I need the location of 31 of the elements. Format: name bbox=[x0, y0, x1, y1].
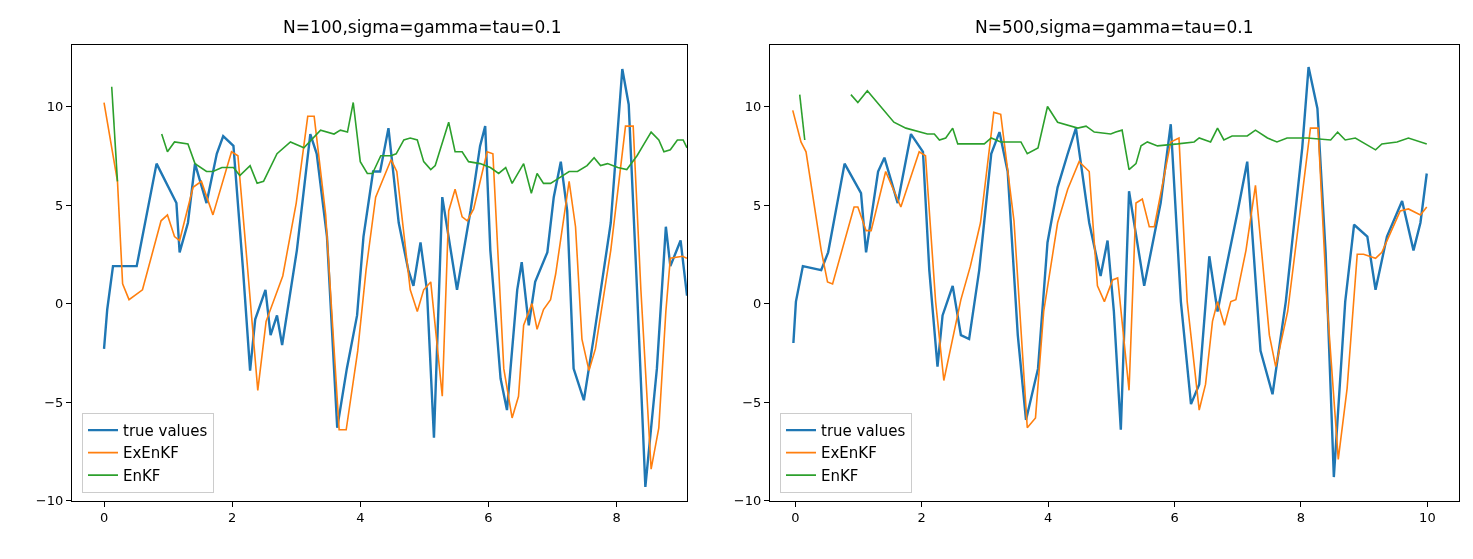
y-tick-label: 0 bbox=[55, 296, 64, 312]
y-tick-label: −5 bbox=[44, 394, 64, 410]
legend-label: true values bbox=[821, 421, 906, 440]
y-tick-label: 0 bbox=[753, 296, 762, 312]
chart-title: N=100,sigma=gamma=tau=0.1 bbox=[283, 17, 562, 37]
x-tick-label: 10 bbox=[1419, 510, 1436, 526]
x-tick-label: 8 bbox=[612, 510, 621, 526]
legend-label: EnKF bbox=[821, 466, 859, 485]
x-tick-label: 4 bbox=[356, 510, 365, 526]
legend-label: ExEnKF bbox=[821, 444, 877, 463]
x-tick-label: 6 bbox=[1170, 510, 1179, 526]
chart-title: N=500,sigma=gamma=tau=0.1 bbox=[975, 17, 1254, 37]
x-tick-label: 0 bbox=[791, 510, 800, 526]
y-tick-label: −10 bbox=[35, 493, 64, 509]
x-tick-label: 8 bbox=[1296, 510, 1306, 526]
x-tick-label: 4 bbox=[1043, 510, 1053, 526]
y-tick-label: −10 bbox=[733, 493, 762, 509]
line-series bbox=[791, 109, 1428, 461]
x-tick-label: 2 bbox=[228, 510, 237, 526]
y-tick-label: −5 bbox=[742, 394, 762, 410]
legend-label: EnKF bbox=[123, 466, 161, 485]
x-tick-label: 6 bbox=[484, 510, 493, 526]
y-tick-label: 10 bbox=[46, 99, 64, 114]
y-tick-label: 10 bbox=[744, 99, 762, 114]
y-tick-label: 5 bbox=[753, 197, 762, 213]
x-tick-label: 0 bbox=[99, 510, 109, 526]
line-series bbox=[792, 65, 1428, 479]
x-tick-label: 2 bbox=[917, 510, 926, 526]
legend-label: ExEnKF bbox=[123, 444, 179, 463]
y-tick-label: 5 bbox=[55, 197, 64, 213]
legend-label: true values bbox=[123, 421, 208, 440]
